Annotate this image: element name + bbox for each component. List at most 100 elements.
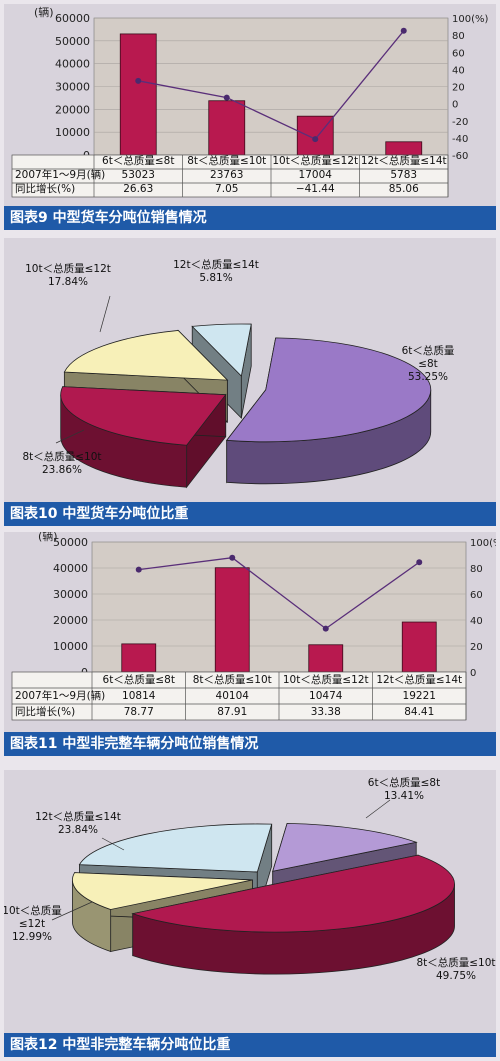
leader-line (365, 799, 391, 819)
series-name: 同比增长(%) (15, 182, 75, 195)
bar (208, 100, 246, 156)
growth-value: 33.38 (311, 706, 341, 718)
category-label: 12t＜总质量≤14t (376, 673, 462, 686)
slice-label: 6t＜总质量 (402, 344, 455, 357)
growth-point (135, 566, 142, 573)
sales-value: 23763 (210, 169, 243, 181)
growth-point (229, 554, 236, 561)
bar (296, 115, 334, 156)
growth-point (312, 136, 319, 143)
category-label: 6t＜总质量≤8t (103, 673, 175, 686)
chart12-caption: 图表12 中型非完整车辆分吨位比重 (4, 1033, 496, 1057)
chart11-panel: 01000020000300004000050000020406080100(%… (4, 532, 496, 756)
series-name: 同比增长(%) (15, 705, 75, 718)
growth-point (400, 27, 407, 34)
pie-slice (63, 330, 229, 381)
growth-line (138, 30, 405, 140)
growth-value: 84.41 (404, 706, 434, 718)
y-tick-label: 40000 (55, 58, 90, 71)
y2-tick-label: 20 (470, 642, 483, 653)
y2-tick-label: 60 (452, 48, 465, 59)
leader-line (99, 295, 111, 333)
y2-tick-label: 80 (452, 31, 465, 42)
y2-tick-label: 80 (470, 564, 483, 575)
y-unit-label: (辆) (38, 532, 58, 543)
sales-value: 53023 (122, 169, 155, 181)
data-table (11, 154, 449, 198)
growth-value: 78.77 (124, 706, 154, 718)
pie-slice (72, 872, 253, 910)
slice-label: ≤8t (418, 358, 438, 370)
slice-label: 12t＜总质量≤14t (173, 258, 259, 271)
bar (214, 567, 250, 673)
chart11-svg: 01000020000300004000050000020406080100(%… (11, 532, 496, 721)
slice-percent: 13.41% (384, 790, 424, 802)
category-label: 6t＜总质量≤8t (102, 154, 174, 167)
growth-point (322, 625, 329, 632)
y2-tick-label: -40 (452, 134, 468, 145)
slice-percent: 53.25% (408, 371, 448, 383)
slice-percent: 12.99% (12, 931, 52, 943)
y2-unit-label: 100(%) (470, 538, 496, 549)
chart9-panel: 0 10000 20000 30000 40000 50000 60000 -60 -40 -20… (4, 4, 496, 230)
category-label: 10t＜总质量≤12t (283, 673, 369, 686)
pie-slice (131, 854, 455, 933)
sales-value: 10474 (309, 690, 343, 702)
sales-value: 5783 (390, 169, 417, 181)
y-tick-label: 50000 (53, 536, 88, 549)
growth-point (135, 77, 142, 84)
slice-label: ≤12t (19, 918, 45, 930)
slice-percent: 5.81% (199, 272, 232, 284)
chart10-panel: 6t＜总质量 ≤8t 53.25% 8t＜总质量≤10t 23.86% 10t＜总质量≤1… (4, 238, 496, 526)
y2-tick-label: -20 (452, 117, 468, 128)
bar (119, 33, 157, 156)
bar (121, 643, 157, 673)
leader-line (51, 901, 93, 921)
y-unit-label: (辆) (34, 5, 54, 19)
pie-slice (60, 386, 227, 446)
category-label: 8t＜总质量≤10t (187, 154, 266, 167)
pie-slice (272, 822, 418, 872)
growth-value: 7.05 (215, 183, 238, 195)
chart10-caption: 图表10 中型货车分吨位比重 (4, 502, 496, 526)
slice-label: 10t＜总质量≤12t (25, 262, 111, 275)
y2-unit-label: 100(%) (452, 14, 488, 25)
y-tick-label: 10000 (53, 640, 88, 653)
slice-label: 8t＜总质量≤10t (416, 956, 495, 969)
chart9-caption: 图表9 中型货车分吨位销售情况 (4, 206, 496, 230)
series-name: 2007年1～9月(辆) (15, 689, 105, 702)
leader-line (55, 429, 85, 444)
growth-line (138, 557, 420, 630)
slice-percent: 23.84% (58, 824, 98, 836)
pie-slice (78, 823, 273, 873)
chart11-caption: 图表11 中型非完整车辆分吨位销售情况 (4, 732, 496, 756)
growth-value: 87.91 (217, 706, 247, 718)
y2-tick-label: 0 (470, 668, 476, 679)
slice-percent: 23.86% (42, 464, 82, 476)
category-label: 12t＜总质量≤14t (361, 154, 447, 167)
leader-line (101, 837, 125, 851)
chart9-svg: 0 10000 20000 30000 40000 50000 60000 -60 -40 -20… (11, 5, 488, 198)
sales-value: 19221 (403, 690, 436, 702)
sales-value: 17004 (299, 169, 333, 181)
slice-label: 6t＜总质量≤8t (368, 776, 440, 789)
growth-value: 26.63 (123, 183, 153, 195)
y2-tick-label: 20 (452, 83, 465, 94)
y2-tick-label: 0 (452, 100, 458, 111)
y2-tick-label: 40 (452, 65, 465, 76)
y2-tick-label: 40 (470, 616, 483, 627)
growth-value: 85.06 (389, 183, 419, 195)
sales-value: 10814 (122, 690, 156, 702)
slice-percent: 49.75% (436, 970, 476, 982)
y2-tick-label: 60 (470, 590, 483, 601)
bar (385, 141, 423, 156)
y-tick-label: 20000 (53, 614, 88, 627)
series-name: 2007年1～9月(辆) (15, 168, 105, 181)
bar (308, 644, 344, 673)
pie-slice (191, 323, 252, 377)
y-tick-label: 20000 (55, 103, 90, 116)
slice-label: 12t＜总质量≤14t (35, 810, 121, 823)
category-label: 10t＜总质量≤12t (272, 154, 358, 167)
